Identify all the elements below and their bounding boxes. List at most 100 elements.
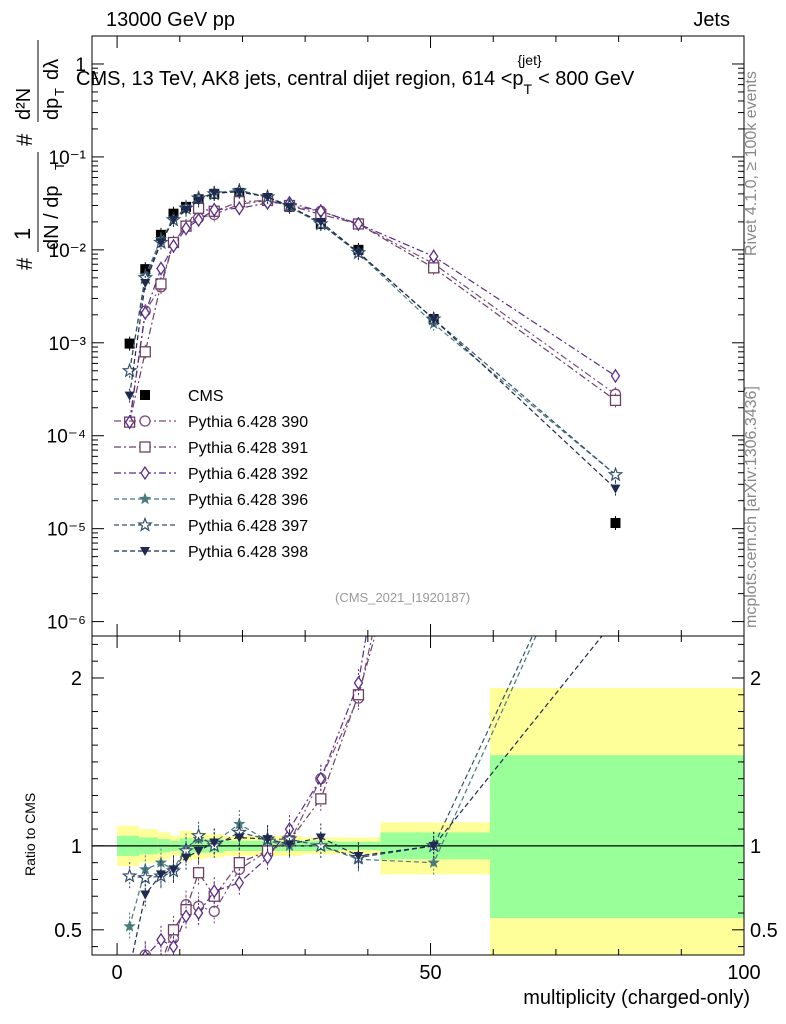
- x-tick-label: 50: [419, 962, 441, 984]
- data-point: [209, 202, 220, 217]
- ratio-point: [155, 870, 166, 880]
- data-point: [428, 249, 439, 264]
- legend-label: Pythia 6.428 396: [188, 492, 308, 509]
- data-point: [609, 394, 622, 407]
- main-series-layer: [121, 182, 624, 531]
- data-point: [353, 248, 364, 258]
- legend-label: CMS: [188, 388, 224, 405]
- y-label-top-num: d²N: [13, 88, 35, 120]
- ratio-point: [125, 985, 135, 995]
- x-tick-label: 100: [727, 962, 760, 984]
- ratio-point: [125, 985, 135, 995]
- y-label-den: dN / dp: [41, 186, 63, 250]
- data-point: [315, 217, 326, 227]
- ratio-y-tick-label: 0.5: [54, 920, 82, 942]
- data-point: [168, 215, 179, 225]
- data-point: [234, 187, 245, 197]
- legend-marker: [139, 441, 151, 453]
- y-tick-label: 10⁻⁵: [47, 520, 86, 541]
- series-pythia-6-428-397: [121, 182, 624, 482]
- y-tick-label: 10⁻²: [49, 241, 87, 262]
- y-tick-label: 10⁻⁶: [47, 613, 86, 634]
- data-point: [181, 221, 191, 236]
- legend-marker: [137, 516, 153, 532]
- legend-entry-pythia-6-428-391: Pythia 6.428 391: [114, 440, 308, 457]
- legend-entry-pythia-6-428-398: Pythia 6.428 398: [114, 544, 308, 561]
- y-tick-label: 10⁻³: [49, 334, 87, 355]
- ratio-point: [156, 962, 166, 972]
- ratio-point: [315, 793, 327, 805]
- ratio-point: [610, 615, 620, 624]
- y-axis-label: #1 dN / dp T # d²N dp Tdλ: [10, 40, 67, 270]
- ratio-series-layer: [121, 219, 621, 997]
- ratio-point: [262, 850, 273, 865]
- y-label-top-den-sub: T: [52, 88, 67, 96]
- x-tick-label: 0: [112, 962, 123, 984]
- ratio-point: [427, 856, 440, 868]
- data-point: [610, 484, 621, 494]
- ratio-point: [428, 841, 439, 851]
- ratio-point: [156, 958, 166, 968]
- ratio-point: [429, 354, 439, 364]
- plot-title-a: CMS, 13 TeV, AK8 jets, central dijet reg…: [76, 68, 524, 90]
- data-point: [124, 391, 135, 401]
- ratio-point: [209, 884, 220, 899]
- y-tick-label: 10⁻⁴: [47, 427, 86, 448]
- ratio-point: [137, 869, 154, 885]
- rivet-label: Rivet 4.1.0, ≥ 100k events: [743, 71, 760, 256]
- ratio-point: [121, 867, 138, 883]
- legend-marker: [140, 390, 150, 400]
- ratio-y-tick-label: 2: [71, 668, 82, 690]
- data-point: [168, 238, 179, 254]
- legend-entry-pythia-6-428-397: Pythia 6.428 397: [114, 516, 308, 535]
- header-right: Jets: [693, 9, 730, 31]
- data-point: [284, 202, 295, 212]
- y-label-hash: #: [12, 257, 37, 270]
- ratio-point: [430, 219, 438, 231]
- ratio-line: [131, 636, 603, 955]
- ratio-point: [233, 857, 245, 869]
- ratio-point: [353, 851, 364, 861]
- plot-title-b: < 800 GeV: [538, 68, 635, 90]
- series-pythia-6-428-398: [124, 184, 621, 496]
- data-point: [121, 362, 138, 378]
- plot-title-sub: T: [523, 81, 533, 97]
- ratio-point: [609, 453, 621, 465]
- legend-label: Pythia 6.428 397: [188, 518, 308, 535]
- ratio-point: [140, 987, 150, 997]
- ratio-point: [193, 905, 204, 921]
- data-point: [181, 205, 192, 215]
- ratio-ylabel: Ratio to CMS: [22, 792, 38, 876]
- plot-title: CMS, 13 TeV, AK8 jets, central dijet reg…: [76, 52, 635, 97]
- legend-label: Pythia 6.428 391: [188, 440, 308, 457]
- data-point: [607, 466, 624, 482]
- ratio-point: [209, 838, 220, 848]
- data-point: [140, 278, 151, 288]
- ratio-point: [167, 924, 180, 936]
- ratio-point: [126, 984, 134, 996]
- data-point: [124, 414, 135, 430]
- data-point: [155, 238, 166, 248]
- y-label-top-den-b: dλ: [41, 59, 63, 80]
- ratio-y-tick-label-right: 0.5: [750, 920, 778, 942]
- ratio-point: [168, 865, 179, 875]
- series-pythia-6-428-396: [123, 183, 622, 482]
- ratio-point: [315, 833, 326, 843]
- ratio-point: [125, 964, 135, 973]
- data-point: [262, 193, 273, 203]
- data-point: [428, 262, 440, 274]
- legend-entry-pythia-6-428-396: Pythia 6.428 396: [114, 492, 308, 509]
- legend-label: Pythia 6.428 398: [188, 544, 308, 561]
- legend-label: Pythia 6.428 392: [188, 466, 308, 483]
- data-point: [124, 338, 135, 349]
- data-point: [209, 188, 220, 198]
- ratio-point: [234, 875, 245, 890]
- ratio-point: [168, 939, 179, 954]
- ratio-line: [129, 636, 537, 927]
- ratio-y-tick-label-right: 1: [750, 836, 761, 858]
- data-point: [155, 278, 167, 290]
- ratio-point: [609, 453, 621, 465]
- data-point: [193, 212, 204, 228]
- ratio-y-tick-label: 1: [71, 836, 82, 858]
